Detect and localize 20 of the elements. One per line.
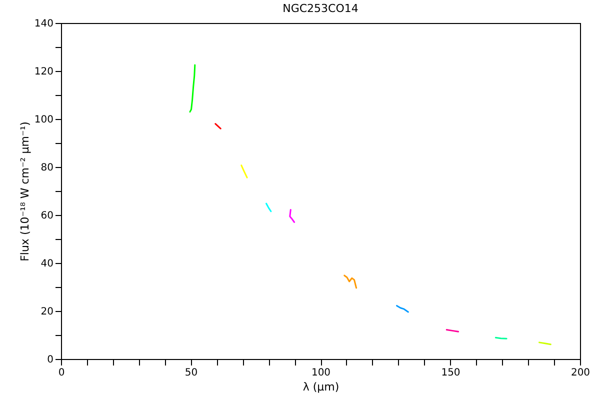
y-tick-label: 40 [40, 258, 54, 270]
x-tick-label: 0 [58, 368, 65, 378]
x-tick-label: 50 [184, 368, 198, 378]
line-series [344, 274, 358, 289]
y-tick-label: 120 [34, 66, 54, 78]
y-tick-label: 0 [47, 354, 54, 366]
y-tick-label: 20 [40, 306, 54, 318]
line-series [289, 208, 296, 223]
x-tick-label: 100 [311, 368, 331, 378]
y-tick-label: 80 [40, 162, 54, 174]
y-tick-label: 60 [40, 210, 54, 222]
x-axis-title: λ (μm) [302, 380, 340, 394]
x-tick-label: 200 [570, 368, 590, 378]
line-series [189, 64, 196, 113]
y-axis-title: Flux (10⁻¹⁸ W cm⁻² μm⁻¹) [18, 122, 32, 262]
y-tick-label: 140 [34, 18, 54, 30]
x-tick-label: 150 [441, 368, 460, 378]
line-series [396, 304, 409, 313]
chart-title: NGC253CO14 [282, 2, 358, 15]
y-tick-label: 100 [34, 114, 54, 126]
